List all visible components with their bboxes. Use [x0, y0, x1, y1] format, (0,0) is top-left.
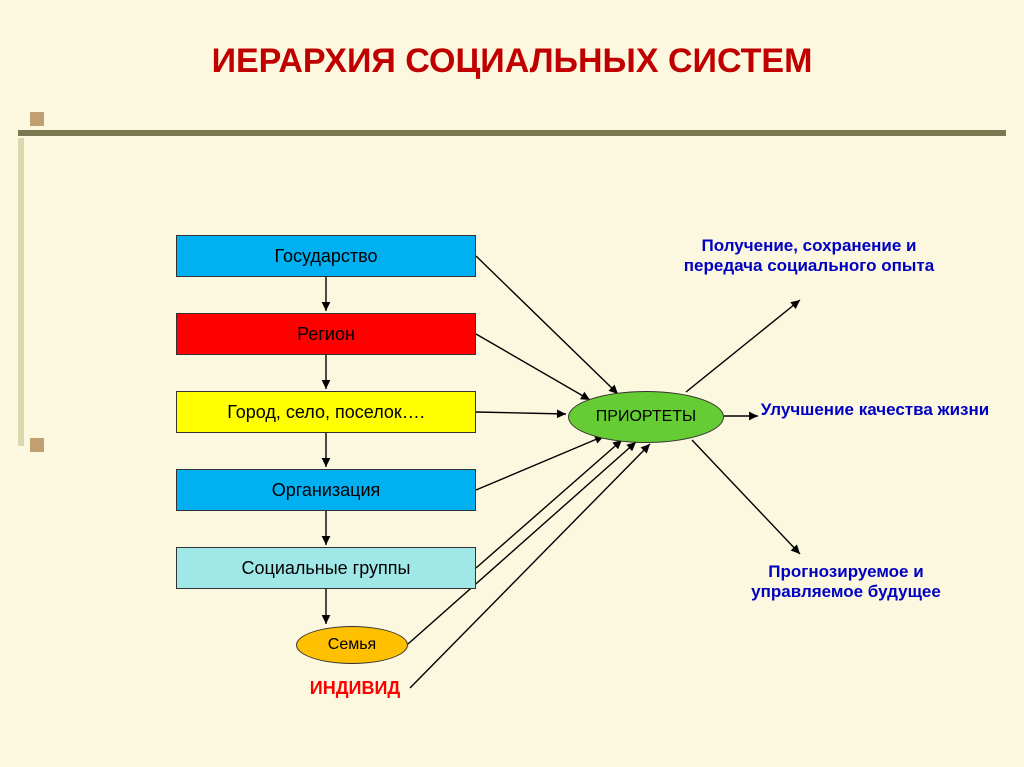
ellipse-priorities: ПРИОРТЕТЫ	[568, 391, 724, 443]
box-org: Организация	[176, 469, 476, 511]
label-out1: Получение, сохранение и передача социаль…	[674, 236, 944, 276]
decor-topbar	[18, 130, 1006, 136]
arrows-layer	[0, 0, 1024, 767]
slide-title: ИЕРАРХИЯ СОЦИАЛЬНЫХ СИСТЕМ	[0, 42, 1024, 81]
label-individ: ИНДИВИД	[280, 678, 430, 699]
decor-square-top	[30, 112, 44, 126]
slide: ИЕРАРХИЯ СОЦИАЛЬНЫХ СИСТЕМ Государство Ре…	[0, 0, 1024, 767]
label-out3: Прогнозируемое и управляемое будущее	[716, 562, 976, 602]
box-groups: Социальные группы	[176, 547, 476, 589]
decor-square-bottom	[30, 438, 44, 452]
box-city: Город, село, поселок….	[176, 391, 476, 433]
box-region: Регион	[176, 313, 476, 355]
box-state: Государство	[176, 235, 476, 277]
label-out2: Улучшение качества жизни	[760, 400, 990, 420]
decor-leftbar	[18, 138, 24, 446]
ellipse-family: Семья	[296, 626, 408, 664]
